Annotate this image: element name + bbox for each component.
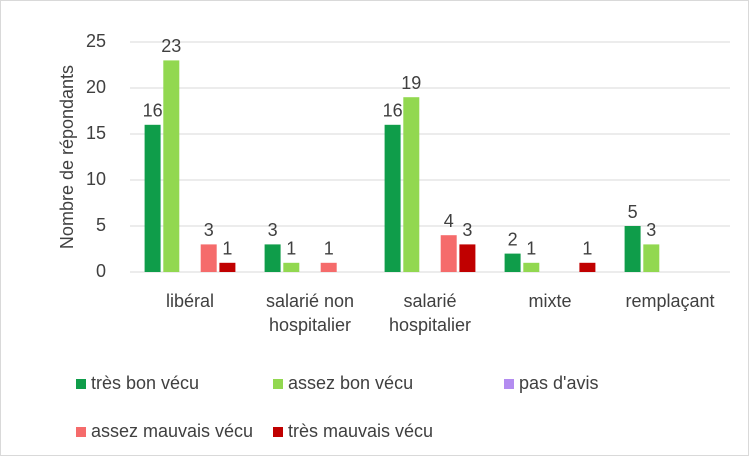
bar — [523, 262, 540, 272]
legend-swatch — [76, 427, 86, 437]
x-tick-label: salarié hospitalier — [388, 291, 472, 335]
bar — [219, 262, 236, 272]
data-label: 23 — [161, 36, 181, 56]
data-label: 5 — [628, 202, 638, 222]
y-tick-label: 10 — [86, 169, 106, 189]
data-label: 3 — [204, 220, 214, 240]
legend-swatch — [273, 379, 283, 389]
data-label: 19 — [401, 73, 421, 93]
legend-swatch — [76, 379, 86, 389]
legend-label: assez bon vécu — [288, 373, 413, 393]
bar — [144, 124, 161, 272]
data-label: 3 — [268, 220, 278, 240]
bar — [504, 253, 521, 272]
bar — [320, 262, 337, 272]
data-label: 3 — [646, 220, 656, 240]
data-label: 3 — [462, 220, 472, 240]
x-tick-label: remplaçant — [625, 291, 715, 311]
x-tick-label: salarié non hospitalier — [265, 291, 355, 335]
bar — [200, 244, 217, 272]
y-tick-label: 0 — [96, 261, 106, 281]
bar — [163, 60, 180, 273]
data-label: 1 — [582, 239, 592, 259]
bar — [459, 244, 476, 272]
x-tick-label: libéral — [165, 291, 215, 311]
bar — [624, 226, 641, 272]
y-tick-label: 20 — [86, 77, 106, 97]
bar — [384, 124, 401, 272]
x-tick-label: mixte — [528, 291, 572, 311]
data-label: 1 — [286, 239, 296, 259]
bar — [440, 235, 457, 272]
bar — [403, 97, 420, 272]
legend-swatch — [504, 379, 514, 389]
legend-label: assez mauvais vécu — [91, 421, 253, 441]
y-tick-label: 25 — [86, 31, 106, 51]
bar — [283, 262, 300, 272]
data-label: 1 — [324, 239, 334, 259]
data-label: 4 — [444, 211, 454, 231]
legend-label: très mauvais vécu — [288, 421, 433, 441]
y-axis-title: Nombre de répondants — [57, 65, 77, 249]
bar — [643, 244, 660, 272]
y-tick-label: 5 — [96, 215, 106, 235]
legend-swatch — [273, 427, 283, 437]
bar — [264, 244, 281, 272]
data-label: 1 — [526, 239, 536, 259]
y-tick-label: 15 — [86, 123, 106, 143]
data-label: 1 — [222, 239, 232, 259]
bar — [579, 262, 596, 272]
legend-label: très bon vécu — [91, 373, 199, 393]
data-label: 16 — [383, 101, 403, 121]
data-label: 2 — [508, 229, 518, 249]
data-label: 16 — [143, 101, 163, 121]
legend-label: pas d'avis — [519, 373, 598, 393]
